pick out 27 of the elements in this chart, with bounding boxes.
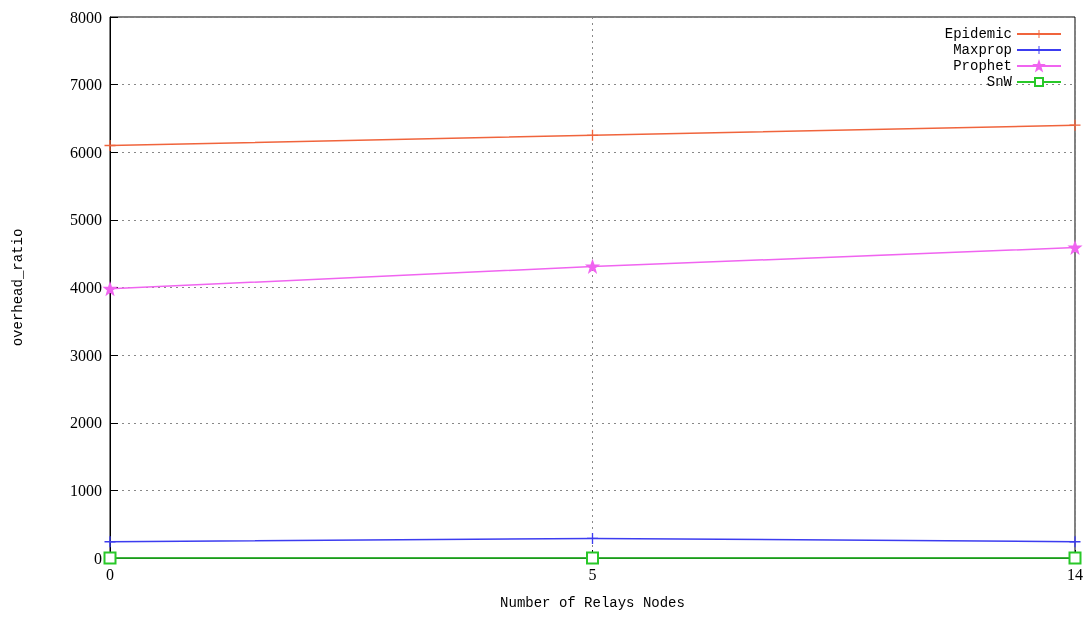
- point: [1069, 536, 1081, 548]
- x-tick-label: 14: [1067, 565, 1083, 583]
- y-tick-label: 1000: [70, 481, 102, 499]
- x-tick-label: 5: [588, 565, 597, 583]
- point: [104, 139, 116, 151]
- point: [104, 536, 116, 548]
- legend-label: Prophet: [953, 58, 1012, 74]
- y-tick-label: 5000: [70, 211, 102, 229]
- x-tick-label: 0: [106, 565, 114, 583]
- legend-label: Epidemic: [944, 26, 1012, 42]
- y-tick-label: 3000: [70, 346, 102, 364]
- point: [1068, 241, 1082, 254]
- y-tick-label: 8000: [70, 8, 102, 26]
- y-axis-title: overhead_ratio: [10, 228, 26, 347]
- y-tick-label: 6000: [70, 143, 102, 161]
- y-tick-label: 2000: [70, 414, 102, 432]
- point: [1069, 119, 1081, 131]
- y-tick-label: 7000: [70, 76, 102, 94]
- y-tick-label: 0: [94, 549, 102, 567]
- x-axis-title: Number of Relays Nodes: [500, 595, 685, 611]
- y-tick-label: 4000: [70, 279, 102, 296]
- legend-label: SnW: [986, 74, 1013, 90]
- legend-label: Maxprop: [953, 42, 1012, 58]
- point: [103, 282, 117, 296]
- point: [586, 551, 599, 565]
- point: [586, 260, 599, 273]
- point: [103, 551, 117, 565]
